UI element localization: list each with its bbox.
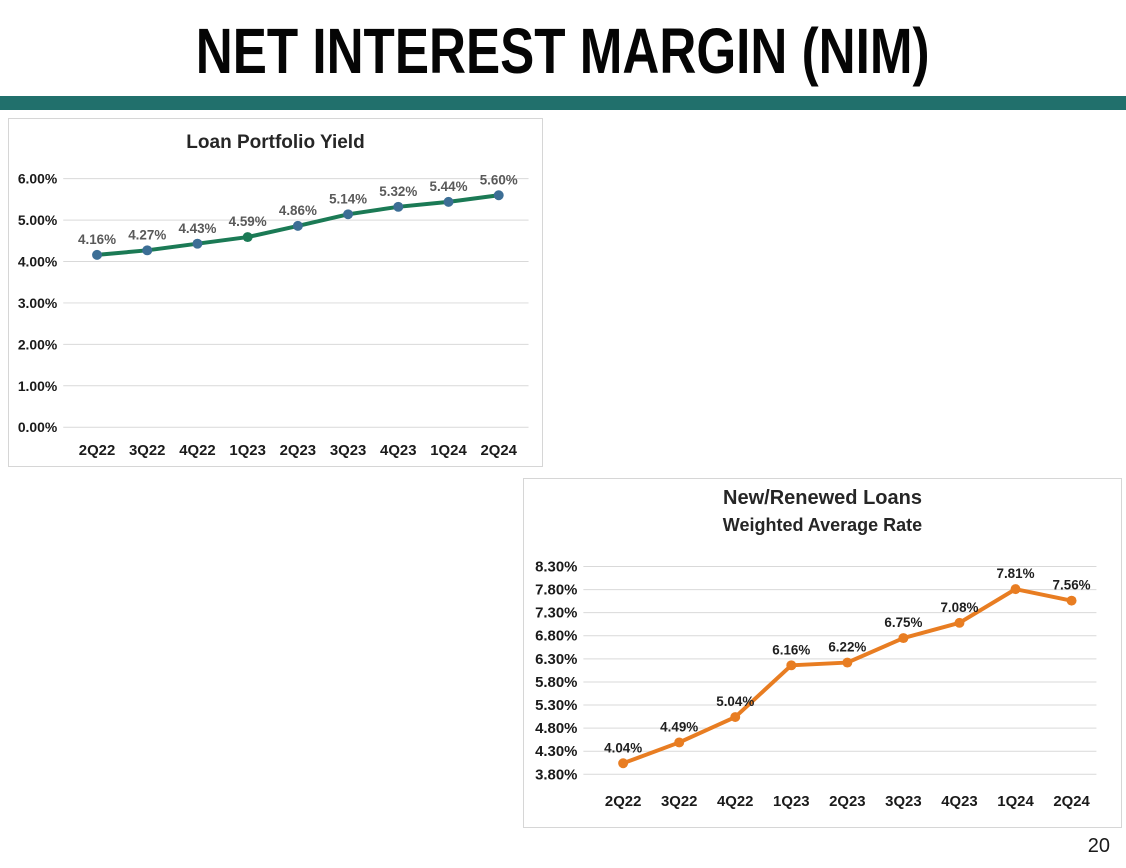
svg-text:5.44%: 5.44% xyxy=(429,179,467,194)
svg-text:4.27%: 4.27% xyxy=(128,227,166,242)
svg-text:6.80%: 6.80% xyxy=(535,629,577,645)
svg-text:7.08%: 7.08% xyxy=(940,600,978,615)
svg-text:7.30%: 7.30% xyxy=(535,606,577,622)
svg-text:4Q22: 4Q22 xyxy=(717,794,753,810)
svg-text:4Q23: 4Q23 xyxy=(941,794,977,810)
svg-text:4Q22: 4Q22 xyxy=(179,443,215,459)
slide-header: NET INTEREST MARGIN (NIM) xyxy=(0,14,1126,88)
svg-text:4.49%: 4.49% xyxy=(660,720,698,735)
svg-text:6.30%: 6.30% xyxy=(535,652,577,668)
svg-text:4.00%: 4.00% xyxy=(18,253,57,269)
svg-text:2Q24: 2Q24 xyxy=(1053,794,1090,810)
svg-text:2Q23: 2Q23 xyxy=(280,443,316,459)
svg-text:3Q23: 3Q23 xyxy=(330,443,366,459)
new-renewed-loans-plot: 8.30% 7.80% 7.30% 6.80% 6.30% 5.80% 5.30% 4.80%… xyxy=(535,559,1097,810)
svg-text:3Q22: 3Q22 xyxy=(661,794,697,810)
svg-text:3.00%: 3.00% xyxy=(18,295,57,311)
svg-text:4.04%: 4.04% xyxy=(604,740,642,755)
svg-text:5.00%: 5.00% xyxy=(18,212,57,228)
svg-text:2.00%: 2.00% xyxy=(18,336,57,352)
chart-title: Loan Portfolio Yield xyxy=(186,132,365,153)
svg-text:7.80%: 7.80% xyxy=(535,583,577,599)
page-number: 20 xyxy=(1087,835,1110,857)
slide-title: NET INTEREST MARGIN (NIM) xyxy=(196,15,930,87)
svg-text:1Q23: 1Q23 xyxy=(773,794,809,810)
svg-text:1Q23: 1Q23 xyxy=(229,443,265,459)
svg-text:2Q22: 2Q22 xyxy=(79,443,115,459)
svg-text:5.60%: 5.60% xyxy=(480,172,518,187)
svg-text:0.00%: 0.00% xyxy=(18,419,57,435)
svg-text:4.86%: 4.86% xyxy=(279,203,317,218)
svg-text:5.04%: 5.04% xyxy=(716,694,754,709)
svg-text:4Q23: 4Q23 xyxy=(380,443,416,459)
svg-text:6.75%: 6.75% xyxy=(884,615,922,630)
svg-text:1Q24: 1Q24 xyxy=(430,443,467,459)
svg-text:8.30%: 8.30% xyxy=(535,559,577,575)
svg-text:3.80%: 3.80% xyxy=(535,767,577,783)
new-renewed-loans-chart-panel: New/Renewed Loans Weighted Average Rate … xyxy=(523,478,1122,828)
loan-portfolio-yield-chart-panel: Loan Portfolio Yield 6.00% 5.00% 4.00% 3.00… xyxy=(8,118,543,467)
chart-title: New/Renewed Loans xyxy=(723,487,922,509)
svg-text:6.22%: 6.22% xyxy=(828,640,866,655)
svg-text:5.80%: 5.80% xyxy=(535,675,577,691)
svg-text:2Q23: 2Q23 xyxy=(829,794,865,810)
svg-text:3Q23: 3Q23 xyxy=(885,794,921,810)
svg-text:6.00%: 6.00% xyxy=(18,171,57,187)
svg-text:2Q24: 2Q24 xyxy=(480,443,517,459)
svg-text:3Q22: 3Q22 xyxy=(129,443,165,459)
svg-text:4.59%: 4.59% xyxy=(229,214,267,229)
loan-portfolio-yield-plot: 6.00% 5.00% 4.00% 3.00% 2.00% 1.00% 0.00% 2Q22 3… xyxy=(18,171,529,459)
svg-text:1.00%: 1.00% xyxy=(18,378,57,394)
accent-divider-bar xyxy=(0,96,1126,110)
svg-text:5.32%: 5.32% xyxy=(379,184,417,199)
svg-text:5.14%: 5.14% xyxy=(329,191,367,206)
svg-text:7.56%: 7.56% xyxy=(1053,578,1091,593)
svg-text:4.30%: 4.30% xyxy=(535,744,577,760)
svg-text:1Q24: 1Q24 xyxy=(997,794,1034,810)
svg-text:2Q22: 2Q22 xyxy=(605,794,641,810)
svg-text:4.16%: 4.16% xyxy=(78,232,116,247)
svg-text:7.81%: 7.81% xyxy=(997,566,1035,581)
svg-text:4.80%: 4.80% xyxy=(535,721,577,737)
svg-text:5.30%: 5.30% xyxy=(535,698,577,714)
svg-text:4.43%: 4.43% xyxy=(178,221,216,236)
svg-text:6.16%: 6.16% xyxy=(772,642,810,657)
chart-subtitle: Weighted Average Rate xyxy=(722,515,923,535)
